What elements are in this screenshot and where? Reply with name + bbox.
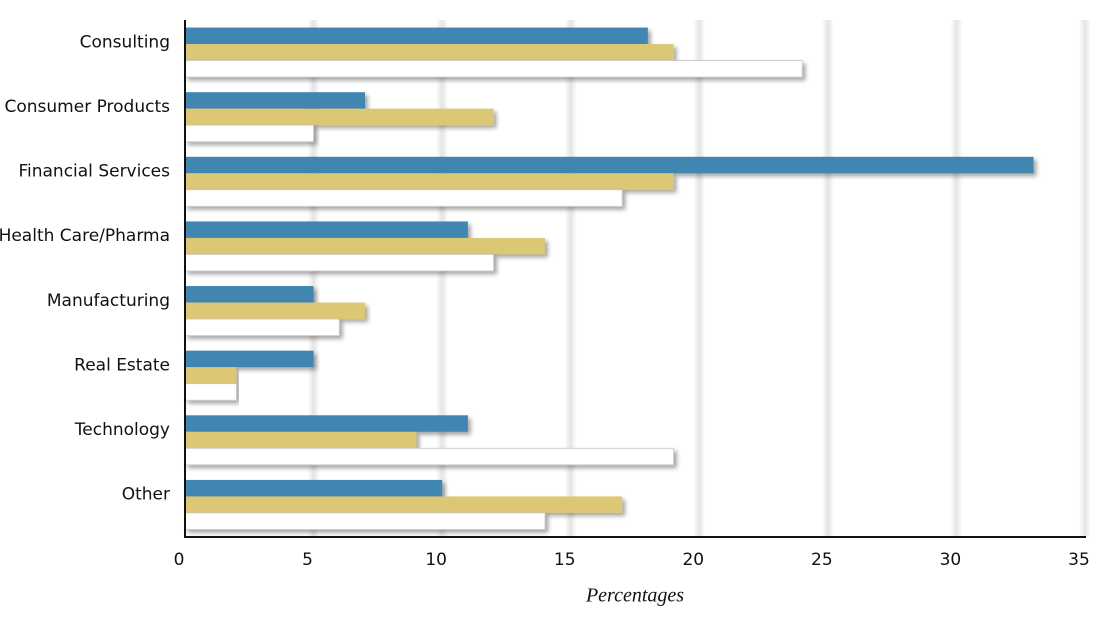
- bar: [184, 383, 237, 401]
- bar: [184, 189, 623, 207]
- grid-line: [950, 20, 963, 537]
- bar: [185, 302, 365, 320]
- bar: [185, 44, 674, 61]
- bar: [185, 237, 545, 255]
- grid-line: [1079, 20, 1091, 537]
- x-tick-label: 25: [811, 550, 833, 570]
- bar: [185, 92, 365, 109]
- bar: [185, 431, 417, 449]
- bar: [185, 286, 314, 303]
- y-tick-label: Technology: [74, 420, 170, 440]
- grid-line: [436, 20, 449, 537]
- y-tick-label: Health Care/Pharma: [0, 226, 170, 246]
- x-tick-label: 15: [554, 550, 576, 570]
- x-tick-label: 35: [1068, 550, 1090, 570]
- bars: [184, 27, 1034, 530]
- bar: [185, 367, 237, 384]
- y-tick-label: Financial Services: [18, 162, 170, 182]
- y-tick-label: Real Estate: [74, 355, 170, 375]
- bar: [185, 415, 468, 432]
- bar: [185, 221, 468, 238]
- x-tick-label: 20: [682, 550, 704, 570]
- y-tick-label: Consulting: [80, 32, 170, 52]
- bar: [185, 156, 1034, 174]
- x-axis-title: Percentages: [585, 585, 684, 607]
- bar: [185, 350, 314, 368]
- bar: [184, 447, 674, 466]
- bar: [185, 496, 623, 513]
- bar: [185, 173, 674, 190]
- grid-line: [821, 20, 834, 537]
- bar: [184, 318, 340, 336]
- bar: [185, 479, 443, 497]
- grid-line: [693, 20, 706, 537]
- x-tick-label: 0: [174, 550, 185, 570]
- bar: [184, 512, 546, 530]
- grid-line: [564, 20, 577, 537]
- grid: [307, 20, 1091, 537]
- x-tick-label: 5: [302, 550, 313, 570]
- bar: [184, 124, 314, 143]
- bar: [185, 27, 648, 45]
- bar: [184, 254, 494, 272]
- bar: [184, 60, 803, 78]
- x-tick-label: 10: [425, 550, 447, 570]
- grid-line: [307, 20, 320, 537]
- y-tick-label: Manufacturing: [47, 291, 170, 311]
- y-tick-label: Consumer Products: [5, 97, 171, 117]
- y-tick-label: Other: [122, 485, 170, 505]
- x-tick-label: 30: [940, 550, 962, 570]
- bar: [185, 108, 494, 126]
